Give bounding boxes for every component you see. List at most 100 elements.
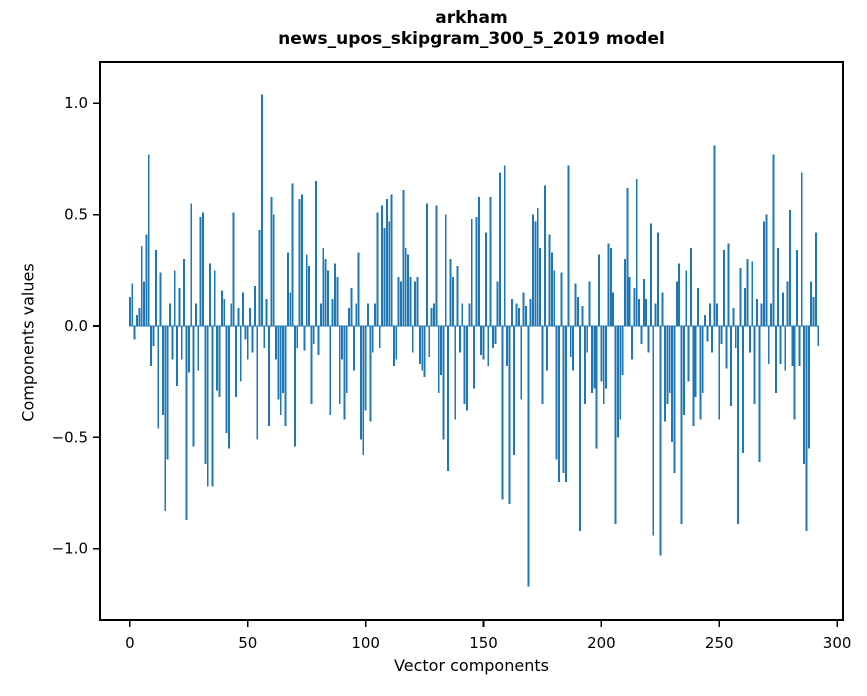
bar — [725, 325, 728, 369]
bar — [258, 230, 261, 326]
bar — [579, 325, 582, 531]
bar — [348, 308, 351, 326]
bar — [817, 325, 820, 347]
y-tick-label: 0.0 — [64, 317, 88, 335]
bar — [661, 292, 664, 326]
bar — [517, 308, 520, 326]
bar — [593, 325, 596, 389]
bar — [562, 325, 565, 473]
bar — [166, 325, 169, 460]
y-axis-label: Components values — [18, 263, 38, 422]
bar — [654, 303, 657, 326]
bar — [282, 325, 285, 393]
y-tick-label: −0.5 — [52, 428, 88, 446]
bar — [383, 227, 386, 326]
bar — [409, 276, 412, 326]
bar — [741, 325, 744, 453]
bar — [192, 325, 195, 447]
bar — [525, 305, 527, 326]
bar — [235, 325, 237, 398]
bar — [360, 325, 362, 440]
bar — [444, 214, 447, 326]
bar — [161, 325, 164, 416]
bar — [143, 281, 146, 326]
bar — [492, 325, 494, 349]
bar — [362, 325, 365, 456]
bar — [690, 248, 692, 326]
bar — [569, 325, 572, 358]
bar — [473, 325, 476, 389]
bar — [294, 325, 296, 447]
bar — [289, 292, 292, 326]
bar — [416, 276, 419, 326]
bar — [715, 303, 718, 326]
bar — [421, 325, 424, 371]
bar — [164, 325, 167, 511]
bar — [814, 232, 817, 326]
bar — [270, 196, 273, 326]
bar — [449, 259, 452, 326]
bar — [397, 276, 400, 326]
bar — [308, 265, 311, 326]
bar — [659, 325, 662, 556]
bar — [699, 325, 702, 420]
bar — [612, 292, 615, 326]
bar — [277, 325, 280, 400]
bar — [206, 325, 209, 487]
bar — [770, 303, 773, 326]
bar — [475, 216, 478, 326]
bar — [546, 325, 549, 371]
bar — [232, 212, 235, 326]
bar — [371, 325, 374, 353]
bar — [388, 221, 391, 326]
bar — [411, 325, 414, 353]
bar — [275, 325, 278, 360]
bar — [376, 212, 379, 326]
bar — [765, 214, 768, 326]
bar — [265, 299, 268, 326]
bar — [513, 325, 516, 456]
bar — [484, 232, 487, 326]
bar — [529, 299, 532, 326]
bar — [758, 325, 761, 462]
y-tick-label: 0.5 — [64, 206, 88, 224]
bar — [708, 303, 711, 326]
bar — [701, 325, 704, 393]
bar — [350, 288, 353, 326]
bar — [284, 325, 287, 427]
bar — [499, 172, 501, 326]
bar — [697, 288, 699, 326]
bar — [645, 299, 648, 326]
bar — [539, 248, 542, 326]
chart-title-model: news_upos_skipgram_300_5_2019 model — [278, 29, 665, 49]
bar — [260, 94, 263, 326]
bar — [430, 308, 433, 326]
bar — [315, 181, 318, 326]
bar — [291, 183, 294, 326]
bar — [572, 325, 575, 371]
bar — [414, 281, 417, 326]
bar — [810, 281, 813, 326]
bar — [202, 212, 204, 326]
bar — [581, 305, 584, 326]
bar — [352, 325, 355, 371]
bar — [767, 325, 770, 364]
bar — [480, 325, 483, 355]
bar — [279, 325, 282, 416]
bar — [145, 234, 148, 326]
bar — [506, 325, 509, 367]
bar — [487, 325, 490, 367]
bar — [468, 303, 471, 326]
bar — [614, 325, 617, 525]
bar — [760, 303, 763, 326]
bar — [440, 325, 443, 375]
bar — [734, 325, 737, 349]
y-tick-label: 1.0 — [64, 94, 88, 112]
bar — [435, 205, 438, 326]
bar — [128, 297, 131, 326]
bar — [600, 325, 603, 382]
bar — [704, 314, 707, 326]
bar — [503, 165, 506, 326]
bar — [588, 281, 591, 326]
